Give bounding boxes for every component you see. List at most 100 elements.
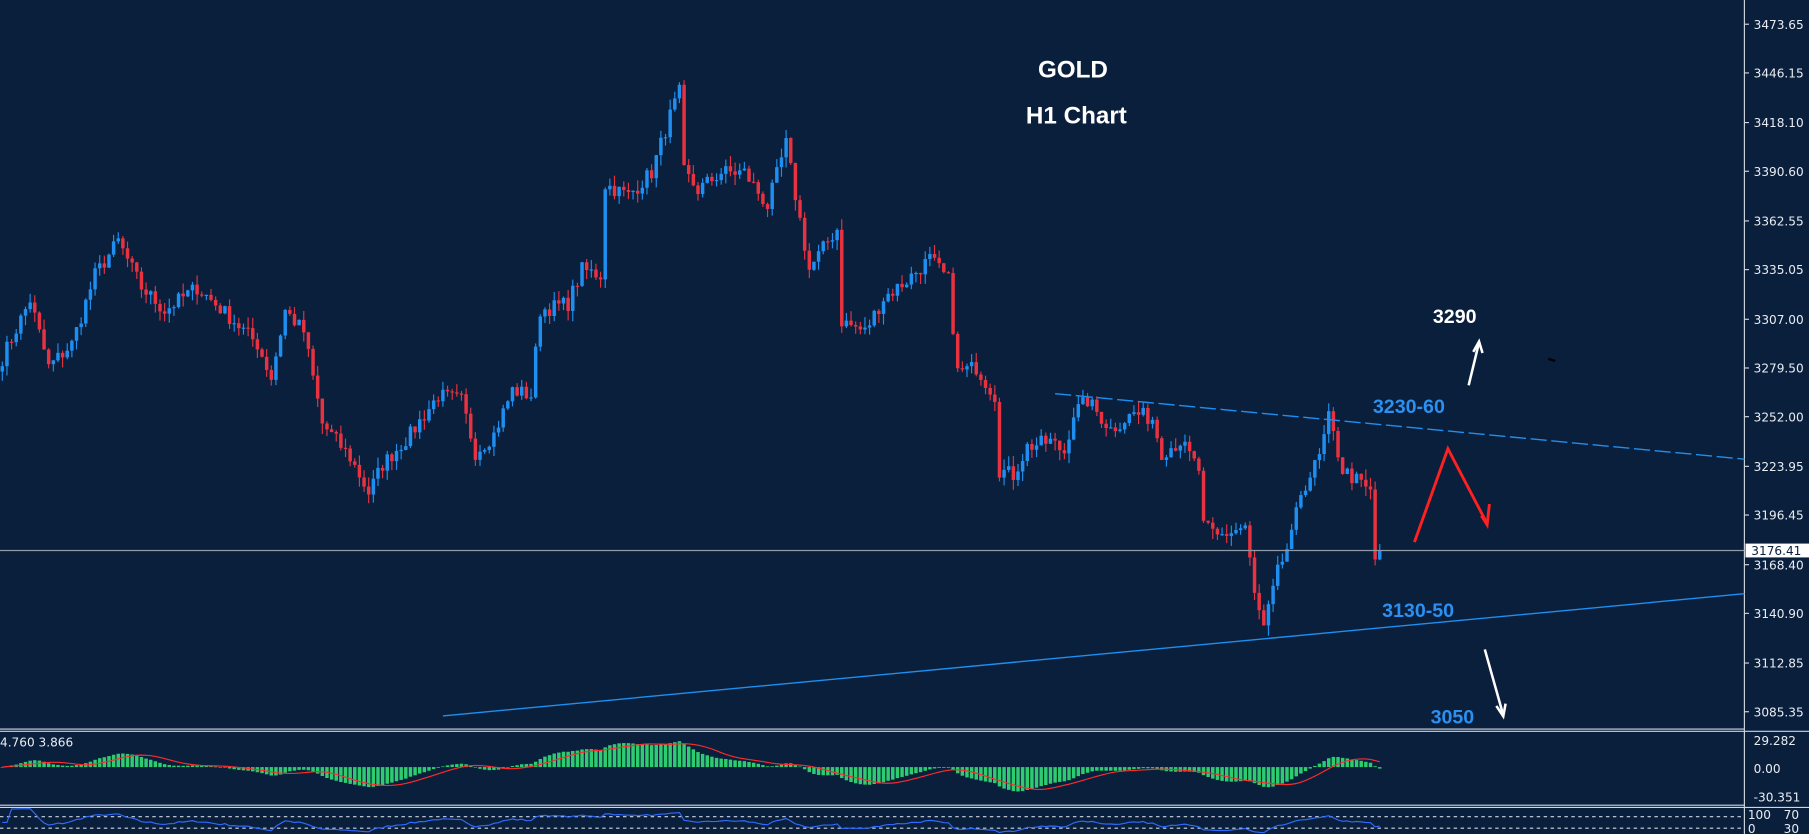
macd-histogram-bar (1062, 767, 1067, 782)
macd-histogram-bar (139, 757, 144, 768)
macd-histogram-bar (473, 767, 478, 768)
candle-down (1044, 435, 1048, 444)
candle-up (1378, 550, 1382, 560)
candle-up (1081, 397, 1085, 405)
macd-histogram-bar (60, 765, 65, 768)
candle-down (1197, 458, 1201, 471)
macd-signal-line (2, 743, 1380, 791)
candle-up (742, 168, 747, 171)
candle-down (200, 294, 204, 296)
price-tick-label: 3168.40 (1754, 558, 1804, 572)
candle-up (14, 333, 18, 343)
candle-up (1150, 419, 1155, 424)
candle-up (872, 310, 876, 326)
macd-histogram-bar (863, 767, 867, 785)
macd-histogram-bar (492, 767, 496, 770)
macd-histogram-bar (571, 750, 575, 768)
macd-histogram-bar (469, 765, 473, 768)
candle-down (951, 273, 955, 334)
macd-histogram-bar (408, 767, 413, 777)
macd-histogram-bar (538, 758, 543, 768)
macd-histogram-bar (1192, 767, 1196, 773)
macd-histogram-bar (659, 744, 663, 768)
candle-down (575, 285, 580, 287)
macd-histogram-bar (965, 767, 969, 778)
candle-down (566, 297, 570, 311)
candle-up (111, 241, 116, 255)
macd-histogram-bar (1150, 767, 1155, 769)
candle-down (1085, 397, 1090, 407)
candle-down (153, 291, 158, 304)
macd-histogram-bar (93, 759, 97, 768)
candle-up (492, 432, 496, 447)
macd-histogram-bar (849, 767, 853, 783)
macd-histogram-bar (997, 767, 1002, 787)
macd-histogram-bar (728, 759, 733, 768)
macd-histogram-bar (1053, 767, 1057, 783)
candle-down (1331, 411, 1336, 431)
macd-histogram-bar (46, 763, 51, 768)
candle-up (186, 290, 190, 297)
candle-up (1002, 469, 1006, 478)
macd-histogram-bar (724, 759, 728, 768)
candle-down (802, 217, 807, 251)
candle-up (821, 241, 825, 252)
macd-histogram-bar (241, 767, 246, 771)
macd-histogram-bar (816, 767, 821, 775)
macd-histogram-bar (311, 767, 315, 772)
candle-down (1201, 470, 1206, 521)
candlestick-series (0, 80, 1382, 636)
price-tick-label: 3418.10 (1754, 116, 1804, 130)
candle-down (1053, 438, 1057, 441)
candle-up (816, 251, 821, 262)
macd-histogram-bar (417, 767, 422, 774)
chart-title: GOLD (1038, 56, 1108, 83)
candle-down (900, 283, 904, 288)
macd-histogram-bar (1266, 767, 1271, 788)
macd-histogram-bar (162, 764, 167, 768)
candle-up (1048, 438, 1053, 444)
macd-histogram-bar (1359, 760, 1363, 768)
candle-down (932, 253, 937, 258)
candle-up (1169, 448, 1173, 458)
macd-histogram-bar (1211, 767, 1215, 779)
candle-up (1280, 561, 1285, 565)
candle-down (1113, 427, 1118, 432)
candle-up (830, 240, 835, 242)
macd-histogram-bar (969, 767, 974, 779)
macd-histogram-bar (125, 753, 130, 768)
macd-histogram-bar (1002, 767, 1006, 789)
candle-up (923, 258, 927, 275)
macd-histogram-bar (663, 744, 668, 768)
macd-histogram-bar (951, 767, 955, 771)
macd-histogram-bar (737, 760, 742, 768)
price-tick-label: 3140.90 (1754, 607, 1804, 621)
candle-down (125, 248, 130, 259)
candle-down (1336, 430, 1340, 458)
candle-up (1303, 490, 1308, 496)
macd-histogram-bar (1345, 758, 1350, 768)
candle-down (329, 429, 334, 432)
macd-histogram-bar (993, 767, 997, 784)
candle-down (1211, 522, 1215, 529)
candle-up (172, 307, 176, 309)
candle-down (380, 467, 385, 471)
macd-histogram-bar (714, 757, 719, 768)
candle-down (227, 306, 232, 324)
macd-histogram-bar (1006, 767, 1011, 790)
macd-histogram-bar (742, 761, 747, 768)
candle-down (1136, 412, 1141, 415)
macd-histogram-bar (1224, 767, 1229, 782)
candle-up (1127, 413, 1132, 424)
candle-down (315, 375, 320, 399)
macd-histogram-bar (445, 765, 450, 768)
macd-histogram-bar (288, 767, 292, 772)
macd-histogram-bar (209, 766, 213, 768)
macd-histogram-bar (74, 765, 79, 768)
macd-histogram-bar (399, 767, 403, 780)
candle-up (533, 346, 538, 398)
macd-histogram-bar (1262, 767, 1266, 787)
candle-up (56, 352, 60, 361)
candle-down (798, 200, 802, 218)
candle-up (561, 297, 566, 304)
